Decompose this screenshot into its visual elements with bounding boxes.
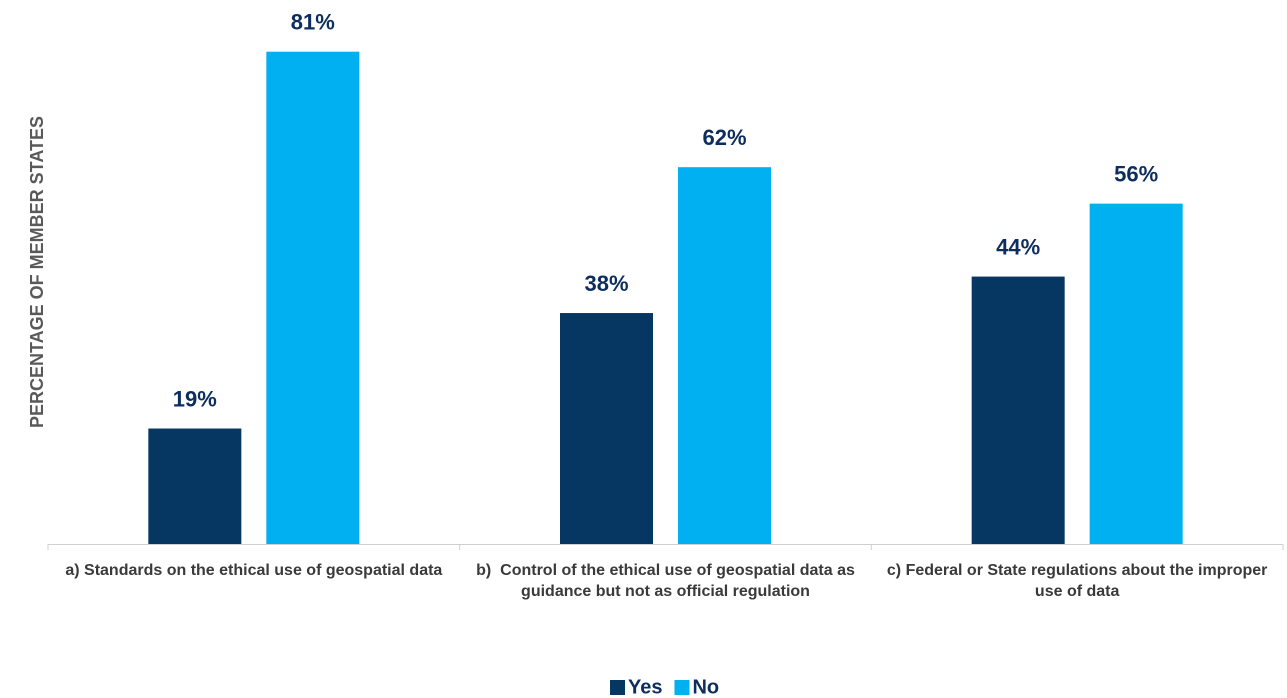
value-label: 56% (1114, 161, 1158, 186)
bar (266, 51, 360, 544)
legend-label: Yes (628, 676, 662, 698)
value-label: 44% (996, 234, 1040, 259)
x-tick-label: c) Federal or State regulations about th… (886, 562, 1272, 600)
y-axis-label: PERCENTAGE OF MEMBER STATES (27, 116, 47, 428)
bar (971, 276, 1065, 544)
value-label: 62% (702, 125, 746, 150)
bar (678, 167, 771, 544)
bar (560, 313, 653, 544)
x-tick-label: a) Standards on the ethical use of geosp… (65, 562, 443, 579)
bar (148, 428, 242, 544)
x-tick-label: b) Control of the ethical use of geospat… (476, 562, 860, 600)
legend-swatch (610, 680, 625, 695)
value-label: 38% (584, 271, 628, 296)
value-label: 19% (173, 386, 217, 411)
legend-swatch (674, 680, 690, 695)
value-label: 81% (291, 10, 335, 35)
bar (1089, 203, 1183, 544)
legend-label: No (692, 676, 719, 698)
